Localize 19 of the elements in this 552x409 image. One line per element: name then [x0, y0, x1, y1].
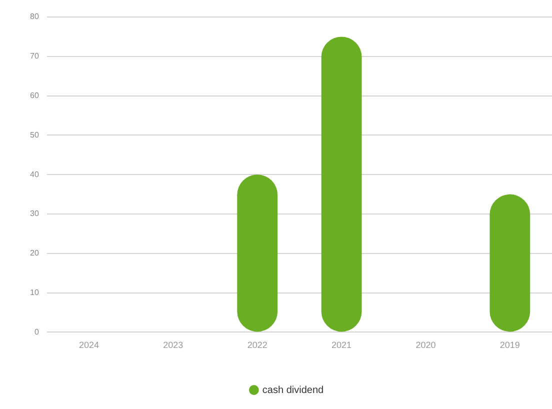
y-tick-label: 0: [34, 327, 40, 336]
y-tick-label: 60: [30, 91, 40, 100]
x-tick-label: 2020: [416, 340, 436, 350]
bar: [321, 36, 362, 332]
y-tick-label: 10: [30, 288, 40, 298]
y-tick-label: 80: [30, 12, 40, 22]
y-tick-label: 70: [30, 52, 40, 61]
x-tick-label: 2022: [247, 340, 268, 350]
y-tick-label: 20: [30, 248, 40, 258]
y-tick-label: 30: [30, 209, 40, 218]
x-tick-label: 2024: [78, 340, 100, 350]
y-tick-label: 50: [30, 130, 40, 140]
x-tick-label: 2023: [163, 340, 184, 350]
bar: [490, 194, 530, 332]
legend-label: cash dividend: [262, 384, 324, 396]
x-tick-label: 2019: [500, 340, 520, 350]
x-tick-label: 2021: [332, 340, 352, 350]
bar: [237, 174, 278, 332]
y-tick-label: 40: [30, 170, 40, 179]
